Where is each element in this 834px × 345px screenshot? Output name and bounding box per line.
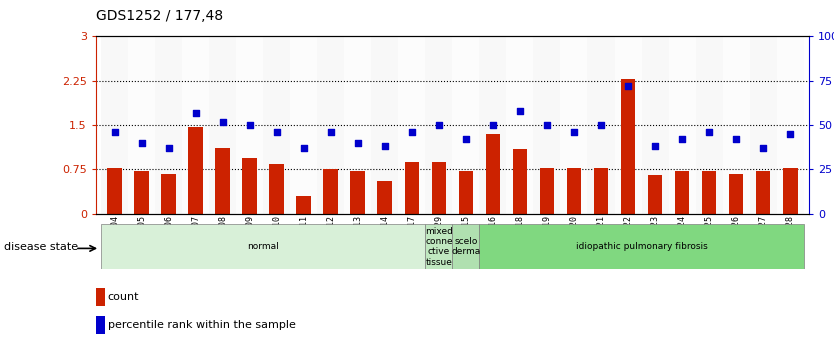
Text: mixed
conne
ctive
tissue: mixed conne ctive tissue <box>425 227 453 267</box>
Bar <box>425 224 452 269</box>
Point <box>189 110 203 115</box>
Bar <box>620 79 636 214</box>
Bar <box>296 196 311 214</box>
Bar <box>399 36 425 214</box>
Bar <box>128 36 155 214</box>
Bar <box>566 168 581 214</box>
Bar <box>371 36 399 214</box>
Bar <box>513 149 527 214</box>
Bar <box>560 36 587 214</box>
Bar <box>215 148 230 214</box>
Bar <box>615 36 641 214</box>
Bar <box>318 36 344 214</box>
Bar <box>236 36 264 214</box>
Point <box>216 119 229 124</box>
Bar <box>290 36 318 214</box>
Bar <box>324 169 339 214</box>
Bar <box>101 224 425 269</box>
Bar <box>675 171 690 214</box>
Bar <box>209 36 236 214</box>
Bar <box>587 36 615 214</box>
Bar <box>264 36 290 214</box>
Bar <box>776 36 804 214</box>
Bar <box>701 171 716 214</box>
Bar <box>378 181 392 214</box>
Point <box>379 144 392 149</box>
Bar <box>540 168 555 214</box>
Bar <box>534 36 560 214</box>
Bar <box>641 36 669 214</box>
Bar <box>134 171 149 214</box>
Bar <box>350 171 365 214</box>
Point <box>648 144 661 149</box>
Bar <box>696 36 722 214</box>
Point <box>486 122 500 128</box>
Bar <box>506 36 534 214</box>
Bar <box>782 168 797 214</box>
Point <box>783 131 796 137</box>
Point <box>135 140 148 146</box>
Bar <box>594 168 609 214</box>
Point <box>162 145 175 151</box>
Text: GDS1252 / 177,48: GDS1252 / 177,48 <box>96 9 223 23</box>
Bar <box>485 134 500 214</box>
Point <box>567 129 580 135</box>
Point <box>297 145 310 151</box>
Bar <box>96 288 105 306</box>
Bar <box>425 36 452 214</box>
Text: percentile rank within the sample: percentile rank within the sample <box>108 320 295 330</box>
Text: normal: normal <box>248 242 279 251</box>
Bar <box>269 164 284 214</box>
Point <box>595 122 608 128</box>
Bar <box>344 36 371 214</box>
Point <box>702 129 716 135</box>
Point <box>270 129 284 135</box>
Point <box>244 122 257 128</box>
Bar <box>722 36 750 214</box>
Bar <box>750 36 776 214</box>
Bar <box>480 36 506 214</box>
Point <box>108 129 122 135</box>
Bar <box>101 36 128 214</box>
Point <box>324 129 338 135</box>
Point <box>460 137 473 142</box>
Bar <box>452 36 480 214</box>
Point <box>730 137 743 142</box>
Bar <box>183 36 209 214</box>
Bar <box>96 316 105 334</box>
Bar <box>480 224 804 269</box>
Point <box>405 129 419 135</box>
Point <box>621 83 635 89</box>
Point <box>513 108 526 114</box>
Bar <box>729 174 743 214</box>
Bar <box>756 171 771 214</box>
Bar <box>647 175 662 214</box>
Text: count: count <box>108 292 139 302</box>
Bar <box>188 127 203 214</box>
Bar <box>108 168 123 214</box>
Bar <box>404 162 420 214</box>
Bar <box>155 36 183 214</box>
Point <box>540 122 554 128</box>
Bar <box>669 36 696 214</box>
Point <box>676 137 689 142</box>
Text: scelo
derma: scelo derma <box>451 237 480 256</box>
Text: idiopathic pulmonary fibrosis: idiopathic pulmonary fibrosis <box>575 242 707 251</box>
Bar <box>459 171 474 214</box>
Point <box>432 122 445 128</box>
Bar <box>243 158 258 214</box>
Bar <box>452 224 480 269</box>
Bar <box>162 174 176 214</box>
Text: disease state: disease state <box>4 242 78 252</box>
Point <box>351 140 364 146</box>
Bar <box>431 162 446 214</box>
Point <box>756 145 770 151</box>
